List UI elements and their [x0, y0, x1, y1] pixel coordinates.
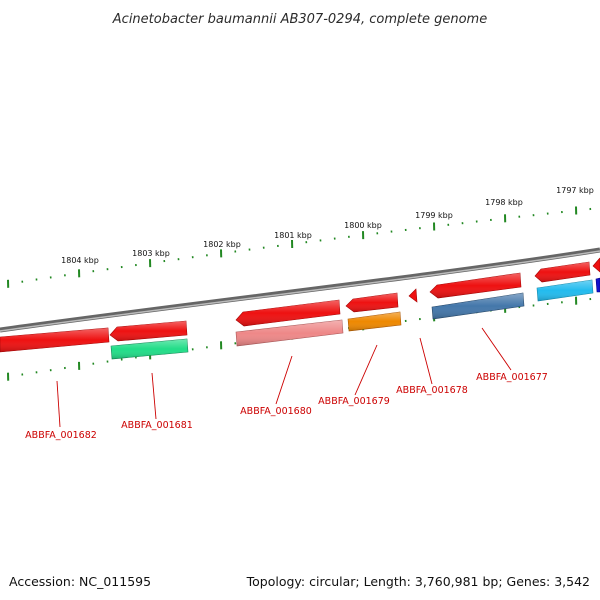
- gene-arrow-abbfa-001681[interactable]: [110, 338, 189, 360]
- accession-text: Accession: NC_011595: [9, 574, 151, 589]
- gene-arrow-unlabeled-8[interactable]: [595, 277, 600, 293]
- gene-label-abbfa-001678[interactable]: ABBFA_001678: [396, 385, 468, 396]
- leader-line-abbfa-001682: [56, 380, 61, 428]
- gene-label-leaders: [56, 327, 512, 428]
- gene-arrow-unlabeled-2[interactable]: [235, 299, 341, 327]
- gene-arrow-unlabeled-7[interactable]: [536, 279, 594, 302]
- gene-arrow-unlabeled-1[interactable]: [109, 320, 188, 342]
- gene-arrow-unlabeled-6[interactable]: [592, 257, 600, 273]
- leader-line-abbfa-001677: [481, 327, 512, 371]
- leader-line-abbfa-001681: [151, 372, 157, 420]
- outer-tick-ring: [7, 206, 592, 288]
- gene-arrow-unlabeled-4[interactable]: [429, 272, 522, 299]
- gene-arrow-unlabeled-3[interactable]: [345, 292, 399, 313]
- leader-line-abbfa-001679: [354, 344, 378, 396]
- tick-label-1801: 1801 kbp: [274, 231, 312, 240]
- gene-label-abbfa-001681[interactable]: ABBFA_001681: [121, 420, 193, 431]
- gene-arrow-unlabeled-5[interactable]: [534, 261, 591, 283]
- map-title: Acinetobacter baumannii AB307-0294, comp…: [112, 12, 487, 27]
- tick-label-1798: 1798 kbp: [485, 198, 523, 207]
- tick-label-1800: 1800 kbp: [344, 221, 382, 230]
- tick-label-1803: 1803 kbp: [132, 249, 170, 258]
- gene-labels: ABBFA_001682 ABBFA_001681 ABBFA_001680 A…: [25, 372, 548, 441]
- backbone-circle: [0, 247, 600, 333]
- genome-summary-text: Topology: circular; Length: 3,760,981 bp…: [246, 574, 590, 589]
- gene-arrow-abbfa-001679[interactable]: [347, 311, 402, 332]
- tick-label-1804: 1804 kbp: [61, 256, 99, 265]
- reverse-strand-genes: [110, 277, 600, 360]
- tick-label-1799: 1799 kbp: [415, 211, 453, 220]
- gene-arrow-abbfa-001677[interactable]: [431, 292, 525, 320]
- tick-labels: 1804 kbp 1803 kbp 1802 kbp 1801 kbp 1800…: [61, 186, 594, 265]
- gene-arrow-abbfa-001678[interactable]: [408, 288, 418, 303]
- leader-line-abbfa-001678: [419, 337, 433, 385]
- gene-label-abbfa-001679[interactable]: ABBFA_001679: [318, 396, 390, 407]
- gene-arrow-abbfa-001682[interactable]: [0, 327, 110, 353]
- gene-label-abbfa-001682[interactable]: ABBFA_001682: [25, 430, 97, 441]
- gene-label-abbfa-001680[interactable]: ABBFA_001680: [240, 406, 312, 417]
- tick-label-1802: 1802 kbp: [203, 240, 241, 249]
- tick-label-1797: 1797 kbp: [556, 186, 594, 195]
- leader-line-abbfa-001680: [275, 355, 293, 405]
- forward-strand-genes: [0, 257, 600, 353]
- gene-arrow-abbfa-001680[interactable]: [235, 319, 344, 347]
- gene-label-abbfa-001677[interactable]: ABBFA_001677: [476, 372, 548, 383]
